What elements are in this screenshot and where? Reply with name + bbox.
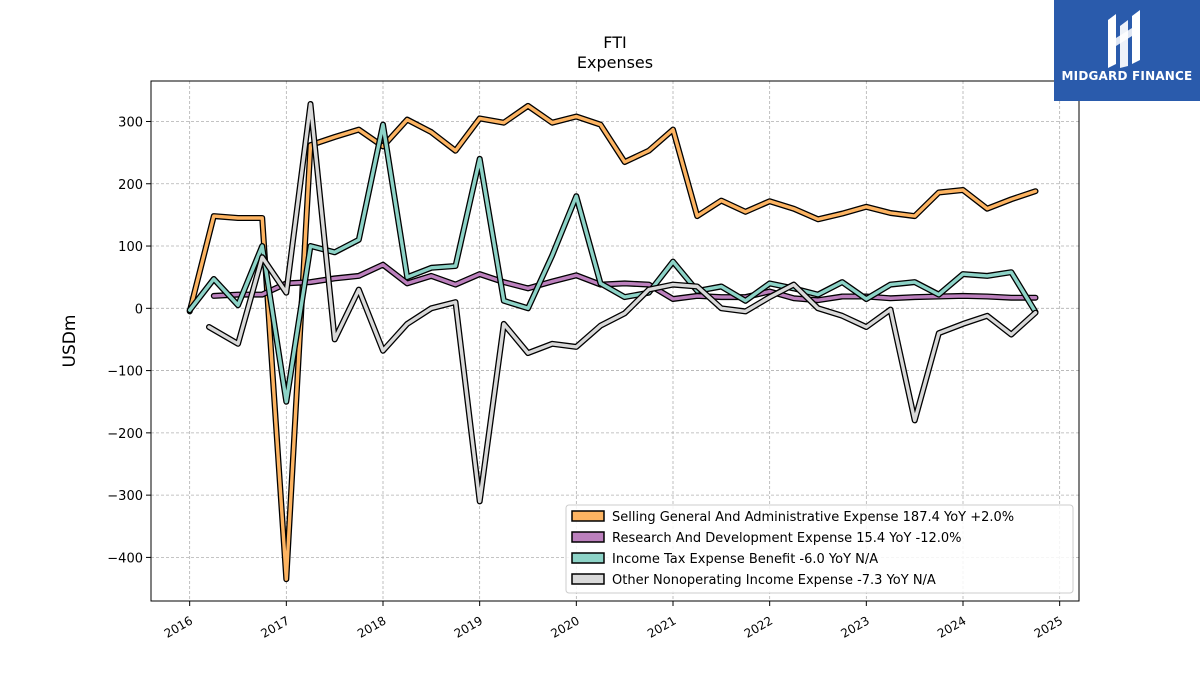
legend-entry-1: Research And Development Expense 15.4 Yo… xyxy=(612,531,962,546)
x-tick-label: 2017 xyxy=(258,613,291,640)
x-tick-label: 2025 xyxy=(1032,613,1065,640)
legend-entry-2: Income Tax Expense Benefit -6.0 YoY N/A xyxy=(612,552,878,567)
series-lines xyxy=(186,101,1039,583)
x-tick-label: 2023 xyxy=(838,613,871,640)
legend-entry-0: Selling General And Administrative Expen… xyxy=(612,510,1014,525)
x-tick-label: 2018 xyxy=(355,613,388,640)
midgard-logo-icon xyxy=(1108,10,1140,68)
legend-box xyxy=(565,504,1074,594)
y-axis-label: USDm xyxy=(60,315,80,368)
x-tick-label: 2019 xyxy=(452,613,485,640)
series-0 xyxy=(186,102,1039,583)
series-line xyxy=(212,263,1038,302)
x-tick-label: 2024 xyxy=(935,613,968,640)
series-1 xyxy=(210,261,1039,304)
y-tick-label: −300 xyxy=(107,489,143,504)
legend-swatch xyxy=(571,531,605,543)
series-line xyxy=(187,104,1038,581)
series-line xyxy=(187,122,1038,404)
series-line xyxy=(207,102,1038,504)
brand-logo: MIDGARD FINANCE xyxy=(1054,0,1200,101)
plot-area xyxy=(150,80,1080,602)
chart-title: FTI xyxy=(603,33,626,52)
legend-entry-3: Other Nonoperating Income Expense -7.3 Y… xyxy=(612,573,936,588)
y-tick-label: −200 xyxy=(107,427,143,442)
y-tick-label: 100 xyxy=(118,240,143,255)
y-tick-label: 0 xyxy=(135,302,143,317)
legend-swatch xyxy=(571,573,605,585)
series-2 xyxy=(186,121,1039,405)
legend: Selling General And Administrative Expen… xyxy=(565,504,1074,594)
legend-swatch xyxy=(571,510,605,522)
y-tick-label: 200 xyxy=(118,178,143,193)
y-tick-label: 300 xyxy=(118,115,143,130)
legend-swatch xyxy=(571,552,605,564)
series-3 xyxy=(206,101,1039,505)
x-tick-label: 2020 xyxy=(548,613,581,640)
y-tick-label: −100 xyxy=(107,365,143,380)
x-tick-label: 2016 xyxy=(162,613,195,640)
chart-subtitle: Expenses xyxy=(577,53,653,72)
x-tick-label: 2021 xyxy=(645,613,678,640)
y-tick-label: −400 xyxy=(107,551,143,566)
x-tick-label: 2022 xyxy=(742,613,775,640)
brand-name: MIDGARD FINANCE xyxy=(1061,69,1193,83)
